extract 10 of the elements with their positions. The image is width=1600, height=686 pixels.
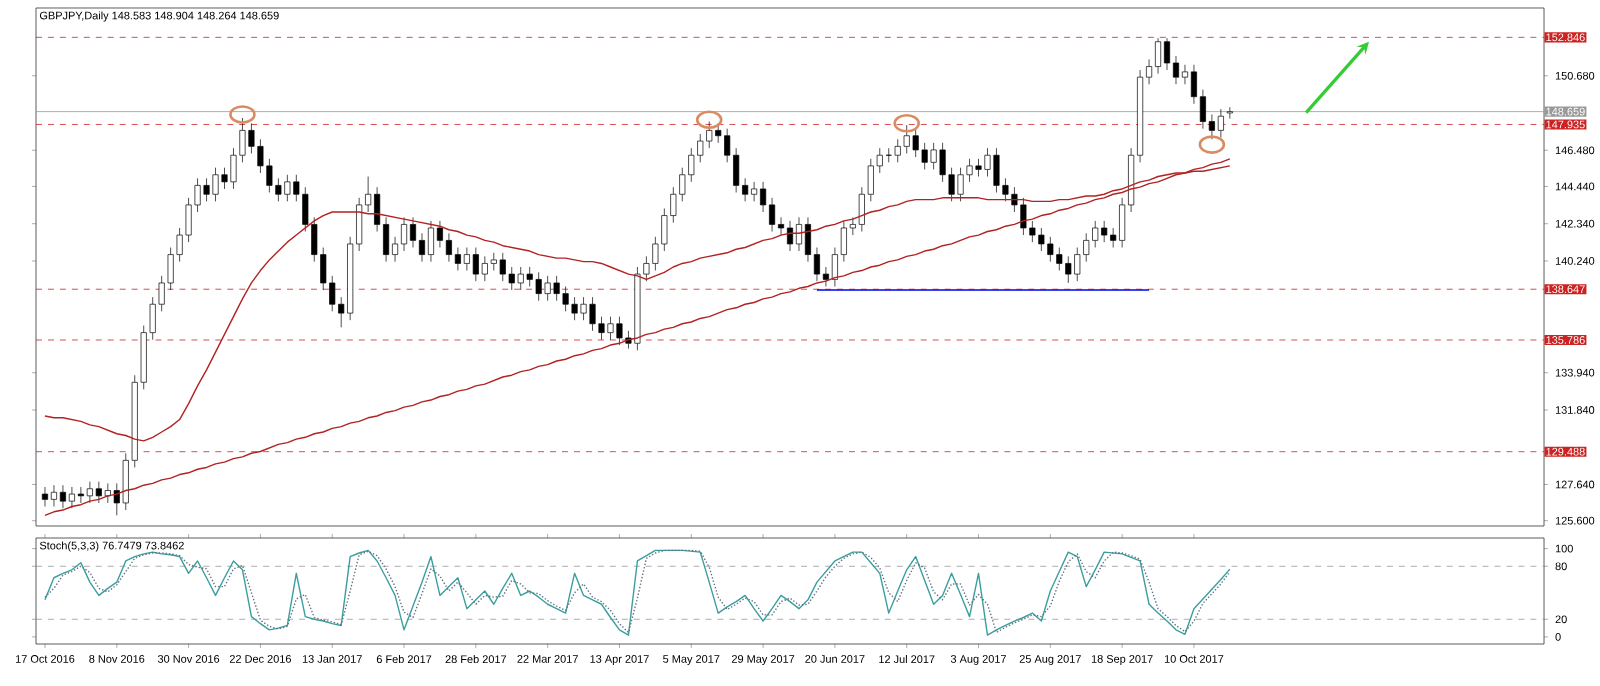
- candlestick: [786, 220, 794, 252]
- candlestick: [41, 486, 49, 507]
- candlestick: [1163, 37, 1171, 71]
- candlestick: [400, 216, 408, 252]
- candlestick: [418, 232, 426, 263]
- candlestick: [1217, 108, 1224, 138]
- candlestick: [795, 216, 803, 252]
- candlestick: [409, 216, 417, 248]
- candlestick: [1226, 106, 1233, 119]
- candlestick: [1154, 37, 1162, 74]
